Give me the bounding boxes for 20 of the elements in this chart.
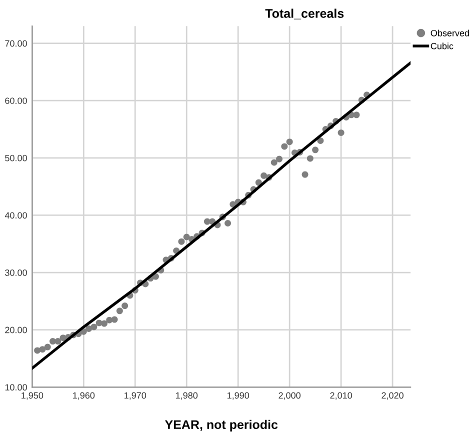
x-tick-label: 1,990 <box>227 392 250 400</box>
x-tick-label: 1,980 <box>176 392 198 400</box>
y-tick-label: 70.00 <box>5 40 27 47</box>
y-tick-label: 50.00 <box>5 154 27 162</box>
x-tick-label: 1,960 <box>73 392 95 400</box>
y-tick-label: 60.00 <box>5 98 27 104</box>
legend-label: Cubic <box>430 42 454 50</box>
x-tick-label: 2,010 <box>330 392 352 400</box>
line-series <box>32 61 411 370</box>
x-axis-title: YEAR, not periodic <box>164 420 278 432</box>
chart-title: Total_cereals <box>265 8 344 20</box>
x-tick-label: 2,020 <box>382 392 404 400</box>
y-tick-label: 20.00 <box>5 326 27 334</box>
legend-label: Observed <box>430 30 469 36</box>
x-tick-label: 2,000 <box>278 392 301 400</box>
x-tick-label: 1,950 <box>22 392 44 400</box>
y-tick-label: 10.00 <box>5 384 27 391</box>
x-tick-label: 1,970 <box>124 392 146 400</box>
y-tick-label: 30.00 <box>5 270 27 276</box>
y-tick-label: 40.00 <box>4 212 27 219</box>
